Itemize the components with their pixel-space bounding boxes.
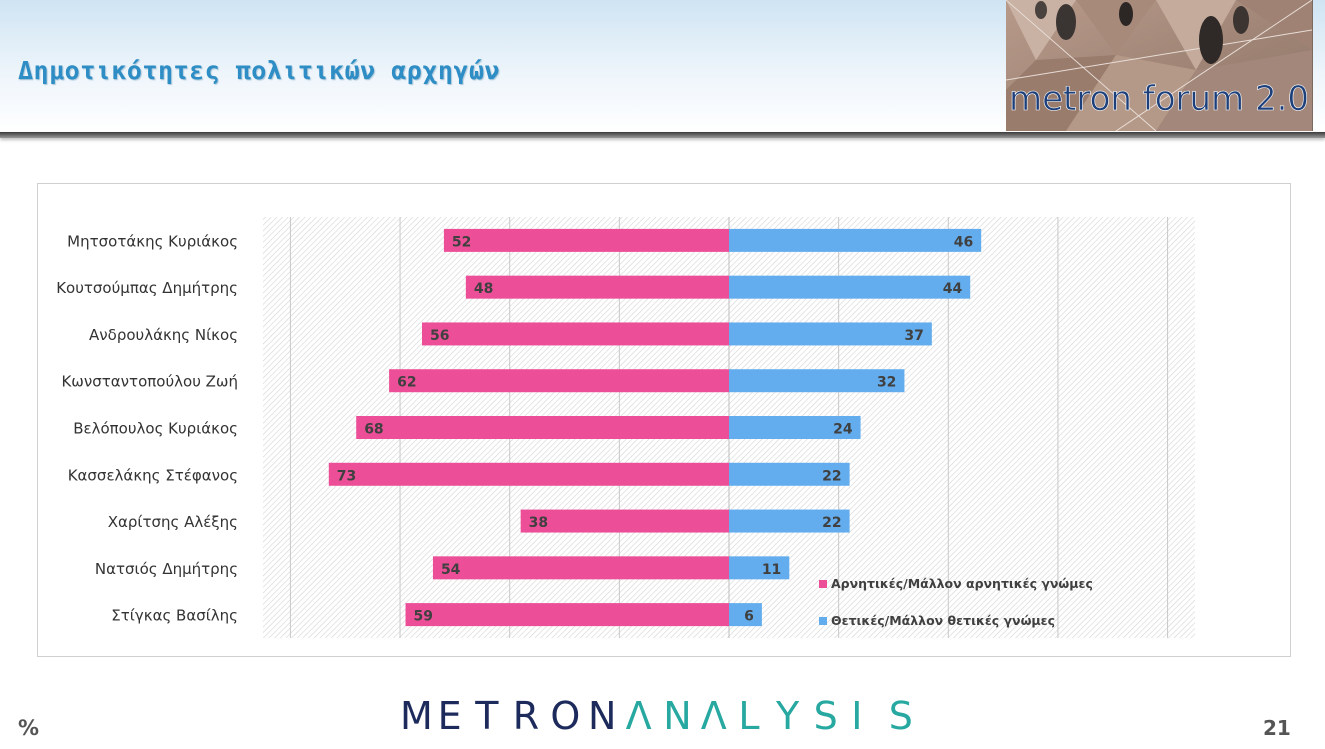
legend-label: Θετικές/Μάλλον θετικές γνώμες (831, 613, 1055, 628)
bar-negative (356, 416, 729, 439)
brand-logo-letter: Λ (700, 694, 727, 738)
data-label-positive: 11 (762, 562, 781, 578)
brand-logo-letter: R (512, 694, 540, 738)
legend-label: Αρνητικές/Μάλλον αρνητικές γνώμες (831, 576, 1093, 591)
bar-positive (729, 603, 762, 627)
data-label-negative: 62 (397, 375, 416, 391)
data-label-positive: 22 (822, 515, 841, 531)
category-label: Κωνσταντοπούλου Ζωή (61, 373, 238, 391)
bar-positive (729, 462, 850, 486)
data-label-negative: 54 (441, 562, 461, 578)
legend-swatch (819, 617, 827, 625)
header-divider (0, 132, 1325, 138)
slide-title: Δημοτικότητες πολιτικών αρχηγών (18, 56, 501, 85)
data-label-negative: 59 (414, 609, 433, 625)
brand-logo-letter: S (813, 694, 838, 738)
bar-negative (465, 275, 729, 299)
bar-positive (729, 275, 971, 299)
bar-positive (729, 416, 861, 439)
brand-logo-letter: L (738, 694, 760, 738)
data-label-positive: 32 (877, 375, 896, 391)
data-label-positive: 46 (954, 234, 973, 250)
category-label: Κασσελάκης Στέφανος (68, 466, 238, 484)
bar-negative (389, 369, 729, 393)
bar-positive (729, 556, 790, 580)
chart-frame: Μητσοτάκης Κυριάκος 52 46 Κουτσούμπας Δημήτ… (37, 183, 1291, 657)
data-label-positive: 22 (822, 468, 841, 484)
category-label: Μητσοτάκης Κυριάκος (67, 232, 238, 250)
brand-logo-letter: S (888, 694, 913, 738)
bar-negative (421, 322, 729, 346)
bar-negative (432, 556, 729, 580)
brand-logo-letter: E (437, 694, 462, 738)
brand-logo-letter: I (851, 694, 863, 738)
brand-logo-letter: O (550, 694, 581, 738)
brand-logo-letter: T (475, 694, 499, 738)
legend-swatch (819, 580, 827, 588)
data-label-negative: 38 (529, 515, 548, 531)
category-label: Ανδρουλάκης Νίκος (89, 326, 238, 344)
bar-positive (729, 369, 905, 393)
category-label: Νατσιός Δημήτρης (95, 560, 238, 578)
data-label-negative: 48 (474, 281, 493, 297)
metron-forum-logo: metron forum 2.0 (1006, 0, 1313, 131)
bar-positive (729, 228, 982, 252)
data-label-positive: 37 (904, 328, 923, 344)
data-label-negative: 68 (364, 422, 383, 438)
data-label-positive: 6 (744, 609, 754, 625)
brand-logo-letter: N (588, 694, 617, 738)
brand-logo-letter: Λ (625, 694, 652, 738)
data-label-positive: 44 (943, 281, 963, 297)
page-number: 21 (1263, 716, 1291, 740)
bar-negative (443, 228, 729, 252)
diverging-bar-chart: Μητσοτάκης Κυριάκος 52 46 Κουτσούμπας Δημήτ… (56, 217, 1195, 638)
brand-logo-letter: M (400, 694, 433, 738)
bar-negative (328, 462, 729, 486)
category-label: Χαρίτσης Αλέξης (108, 513, 238, 531)
bar-negative (405, 603, 729, 627)
bar-positive (729, 509, 850, 533)
category-label: Στίγκας Βασίλης (111, 607, 238, 625)
forum-logo-text: metron forum 2.0 (1009, 79, 1309, 119)
category-label: Κουτσούμπας Δημήτρης (56, 279, 238, 297)
data-label-negative: 52 (452, 234, 471, 250)
data-label-negative: 56 (430, 328, 449, 344)
data-label-positive: 24 (833, 422, 853, 438)
brand-logo-letter: N (663, 694, 692, 738)
bar-positive (729, 322, 932, 346)
data-label-negative: 73 (337, 468, 356, 484)
metron-forum-logo-image: metron forum 2.0 (1006, 0, 1312, 131)
unit-label: % (18, 716, 40, 740)
bar-negative (520, 509, 729, 533)
brand-logo-letter: Y (776, 694, 800, 738)
category-label: Βελόπουλος Κυριάκος (73, 420, 238, 438)
